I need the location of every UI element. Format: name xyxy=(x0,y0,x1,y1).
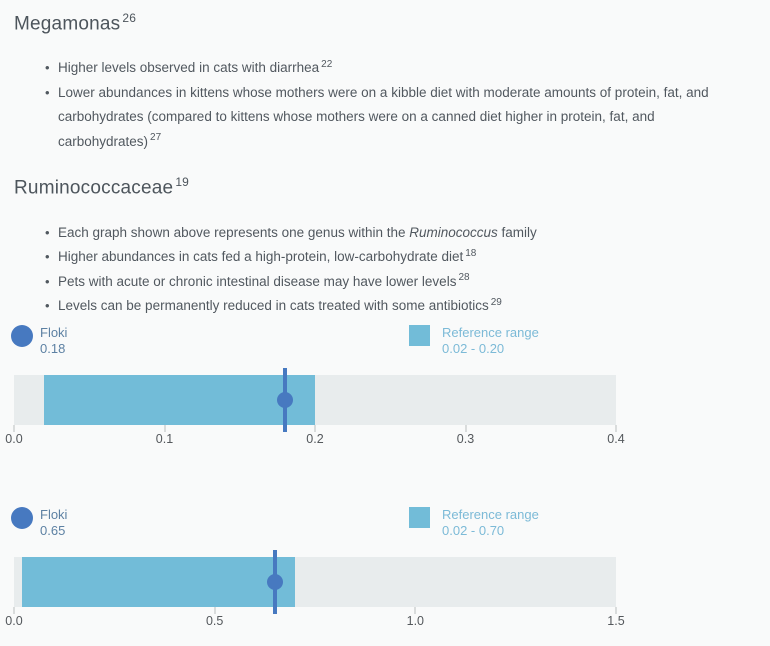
axis-tick xyxy=(465,425,466,432)
bullet-item: Pets with acute or chronic intestinal di… xyxy=(45,270,730,295)
pet-legend-text: Floki 0.65 xyxy=(40,507,67,538)
italic-term: Ruminococcus xyxy=(409,224,498,240)
plot-area: 0.0 0.5 1.0 1.5 xyxy=(5,550,625,635)
pet-marker-legend-icon xyxy=(11,507,33,529)
axis-track xyxy=(14,550,616,614)
reference-range-legend: Reference range 0.02 - 0.70 xyxy=(409,507,539,538)
bullet-item: Higher abundances in cats fed a high-pro… xyxy=(45,245,730,270)
axis-track xyxy=(14,368,616,432)
bullet-list-megamonas: Higher levels observed in cats with diar… xyxy=(14,56,730,154)
bullet-list-ruminococcaceae: Each graph shown above represents one ge… xyxy=(14,221,730,319)
pet-legend: Floki 0.65 xyxy=(11,507,67,538)
plot-area: 0.0 0.1 0.2 0.3 0.4 xyxy=(5,368,625,453)
section-heading-ruminococcaceae: Ruminococcaceae 19 xyxy=(14,170,730,200)
pet-name: Floki xyxy=(40,507,68,522)
pet-name: Floki xyxy=(40,325,68,340)
pet-value-marker xyxy=(266,550,283,614)
axis-tick xyxy=(615,607,617,614)
bullet-item: Lower abundances in kittens whose mother… xyxy=(45,81,730,155)
citation-superscript: 19 xyxy=(175,175,190,190)
axis-labels: 0.0 0.5 1.0 1.5 xyxy=(5,614,624,630)
axis-ticks xyxy=(13,425,617,432)
pet-value: 0.65 xyxy=(40,522,66,538)
pet-value: 0.18 xyxy=(40,340,66,356)
reference-range-bar xyxy=(22,557,295,607)
axis-tick-label: 0.0 xyxy=(5,432,23,446)
citation-superscript: 27 xyxy=(150,132,162,144)
reference-range-legend-text: Reference range 0.02 - 0.20 xyxy=(442,325,539,356)
axis-labels: 0.0 0.1 0.2 0.3 0.4 xyxy=(5,432,624,448)
axis-tick xyxy=(314,425,316,432)
reference-range-label: Reference range xyxy=(442,325,539,340)
section-heading-megamonas: Megamonas 26 xyxy=(14,6,730,36)
pet-legend: Floki 0.18 xyxy=(11,325,67,356)
bullet-item: Levels can be permanently reduced in cat… xyxy=(45,294,730,319)
section-title: Ruminococcaceae xyxy=(14,177,174,199)
reference-range-label: Reference range xyxy=(442,507,539,522)
reference-range-value: 0.02 - 0.70 xyxy=(442,522,505,538)
citation-superscript: 18 xyxy=(465,247,477,259)
reference-range-legend-text: Reference range 0.02 - 0.70 xyxy=(442,507,539,538)
pet-value-dot xyxy=(276,392,293,408)
abundance-chart-second: Floki 0.65 Reference range 0.02 - 0.70 0… xyxy=(0,505,770,641)
axis-tick xyxy=(13,425,15,432)
axis-ticks xyxy=(13,607,617,614)
axis-tick xyxy=(414,607,416,614)
reference-range-bar xyxy=(44,375,315,425)
section-title: Megamonas xyxy=(14,13,121,35)
axis-tick-label: 0.3 xyxy=(456,432,475,446)
pet-value-marker xyxy=(276,368,293,432)
axis-tick xyxy=(164,425,165,432)
bullet-item: Each graph shown above represents one ge… xyxy=(45,221,730,246)
reference-range-value: 0.02 - 0.20 xyxy=(442,340,505,356)
axis-tick xyxy=(615,425,617,432)
axis-tick-label: 0.5 xyxy=(205,614,224,628)
axis-tick xyxy=(214,607,216,614)
axis-tick-label: 0.2 xyxy=(306,432,324,446)
axis-tick-label: 1.5 xyxy=(607,614,625,628)
reference-range-legend: Reference range 0.02 - 0.20 xyxy=(409,325,539,356)
citation-superscript: 22 xyxy=(321,58,333,70)
axis-tick-label: 1.0 xyxy=(406,614,425,628)
bullet-item: Higher levels observed in cats with diar… xyxy=(45,56,730,81)
reference-range-legend-icon xyxy=(409,507,430,528)
reference-range-legend-icon xyxy=(409,325,430,346)
abundance-chart-first: Floki 0.18 Reference range 0.02 - 0.20 0… xyxy=(0,323,770,459)
citation-superscript: 28 xyxy=(458,272,470,284)
pet-marker-legend-icon xyxy=(11,325,33,347)
axis-tick-label: 0.0 xyxy=(5,614,23,628)
axis-tick xyxy=(13,607,15,614)
axis-tick-label: 0.4 xyxy=(607,432,625,446)
axis-tick-label: 0.1 xyxy=(155,432,174,446)
citation-superscript: 26 xyxy=(122,11,137,25)
citation-superscript: 29 xyxy=(490,296,502,308)
pet-value-dot xyxy=(266,574,283,590)
pet-legend-text: Floki 0.18 xyxy=(40,325,67,356)
